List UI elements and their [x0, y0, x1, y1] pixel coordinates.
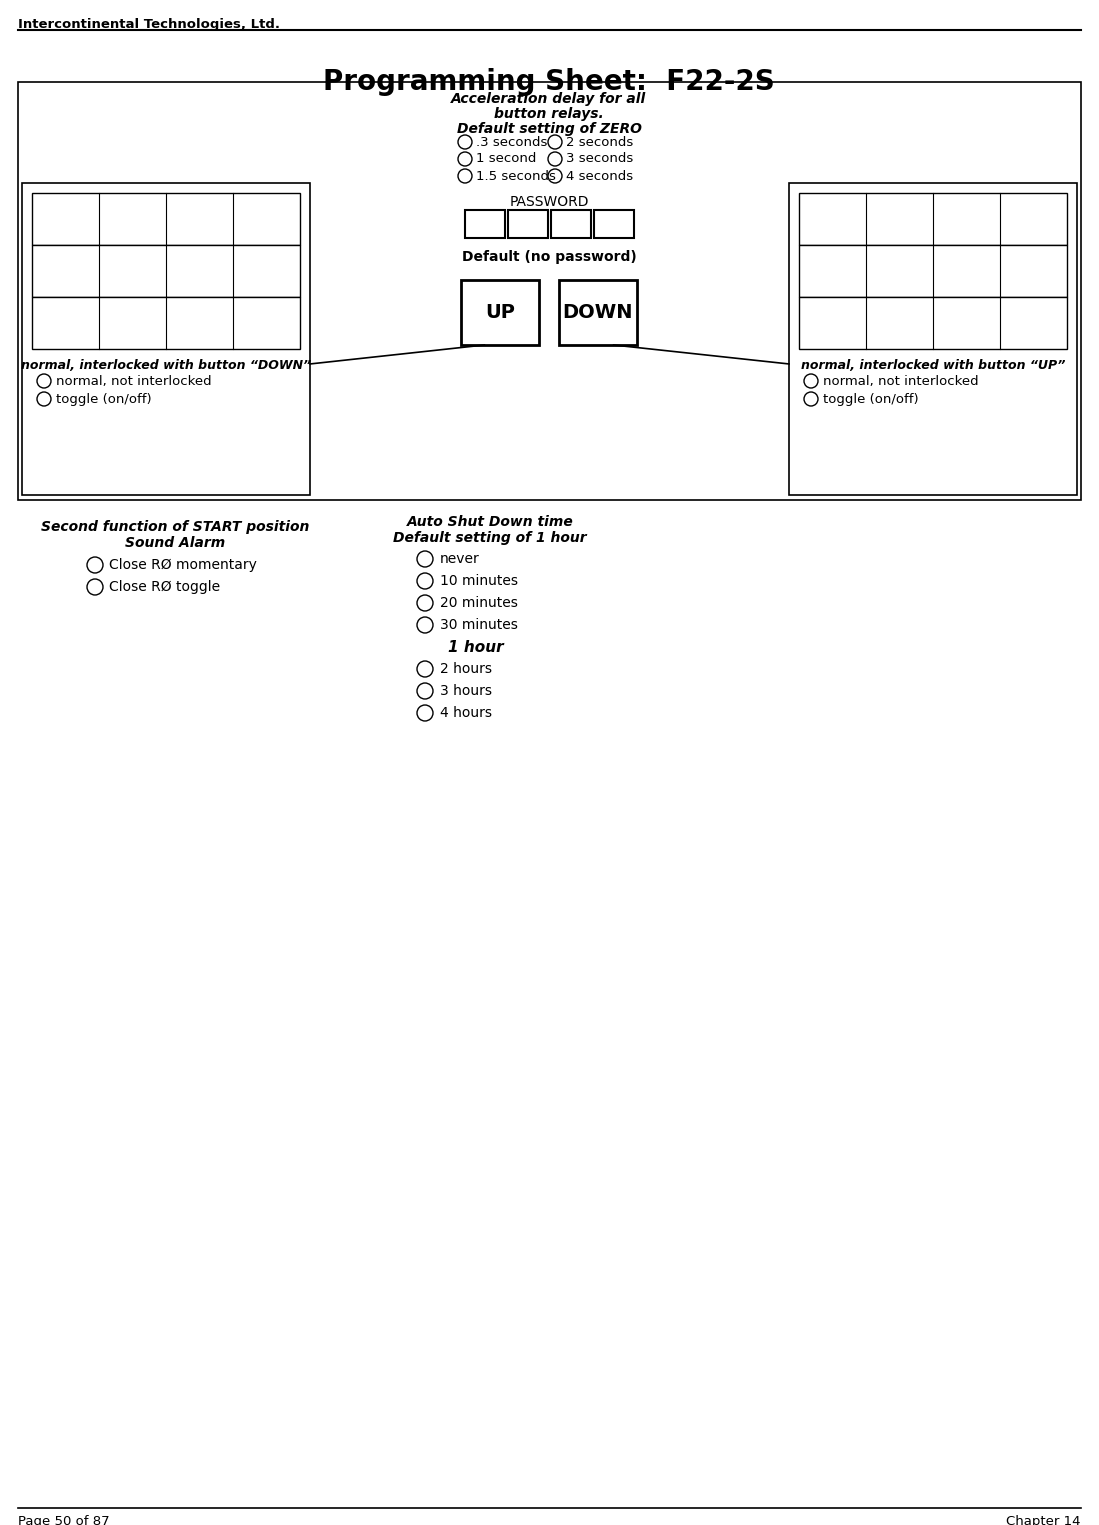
Bar [551, 210, 590, 238]
Text: 1 second: 1 second [476, 152, 536, 166]
Text: Auto Shut Down time: Auto Shut Down time [407, 515, 574, 529]
Circle shape [417, 683, 433, 698]
Text: 3 hours: 3 hours [440, 685, 492, 698]
Text: 1.5 seconds: 1.5 seconds [476, 169, 556, 183]
Bar [799, 194, 1067, 246]
Bar [789, 183, 1077, 496]
Text: 3 seconds: 3 seconds [566, 152, 633, 166]
Text: normal, not interlocked: normal, not interlocked [823, 375, 978, 387]
Text: DOWN: DOWN [563, 303, 633, 322]
Text: Acceleration delay for all: Acceleration delay for all [452, 92, 646, 107]
Text: Close RØ momentary: Close RØ momentary [109, 558, 257, 572]
Text: Chapter 14: Chapter 14 [1007, 1514, 1081, 1525]
Bar [508, 210, 547, 238]
Circle shape [417, 660, 433, 677]
Text: Programming Sheet:  F22-2S: Programming Sheet: F22-2S [323, 69, 775, 96]
Bar [559, 281, 637, 345]
Text: button relays.: button relays. [495, 107, 603, 120]
Text: 30 minutes: 30 minutes [440, 618, 518, 631]
Text: Sound Alarm: Sound Alarm [125, 535, 225, 551]
Text: Default setting of ZERO: Default setting of ZERO [456, 122, 642, 136]
Circle shape [458, 136, 471, 149]
Text: toggle (on/off): toggle (on/off) [823, 392, 919, 406]
Bar [799, 246, 1067, 297]
Text: 1 hour: 1 hour [448, 639, 503, 654]
Circle shape [548, 152, 562, 166]
Circle shape [548, 136, 562, 149]
Bar [18, 82, 1081, 500]
Text: normal, interlocked with button “DOWN”: normal, interlocked with button “DOWN” [21, 358, 311, 372]
Circle shape [37, 374, 51, 387]
Text: PASSWORD: PASSWORD [509, 195, 589, 209]
Text: Default setting of 1 hour: Default setting of 1 hour [393, 531, 587, 544]
Circle shape [87, 580, 103, 595]
Text: 10 minutes: 10 minutes [440, 573, 518, 589]
Text: .3 seconds: .3 seconds [476, 136, 547, 148]
Circle shape [37, 392, 51, 406]
Text: 2 seconds: 2 seconds [566, 136, 633, 148]
Text: UP: UP [485, 303, 515, 322]
Text: Page 50 of 87: Page 50 of 87 [18, 1514, 110, 1525]
Circle shape [417, 595, 433, 612]
Text: toggle (on/off): toggle (on/off) [56, 392, 152, 406]
Bar [460, 281, 539, 345]
Circle shape [804, 374, 818, 387]
Text: Second function of START position: Second function of START position [41, 520, 309, 534]
Text: Intercontinental Technologies, Ltd.: Intercontinental Technologies, Ltd. [18, 18, 280, 30]
Circle shape [417, 573, 433, 589]
Circle shape [804, 392, 818, 406]
Circle shape [417, 705, 433, 721]
Circle shape [458, 169, 471, 183]
Bar [22, 183, 310, 496]
Text: 4 seconds: 4 seconds [566, 169, 633, 183]
Text: 2 hours: 2 hours [440, 662, 492, 676]
Text: normal, interlocked with button “UP”: normal, interlocked with button “UP” [801, 358, 1065, 372]
Bar [799, 297, 1067, 349]
Circle shape [417, 551, 433, 567]
Circle shape [458, 152, 471, 166]
Circle shape [417, 618, 433, 633]
Bar [593, 210, 633, 238]
Text: Close RØ toggle: Close RØ toggle [109, 580, 220, 595]
Bar [32, 194, 300, 246]
Bar [32, 297, 300, 349]
Circle shape [87, 557, 103, 573]
Bar [465, 210, 504, 238]
Text: Default (no password): Default (no password) [462, 250, 636, 264]
Text: normal, not interlocked: normal, not interlocked [56, 375, 212, 387]
Text: 20 minutes: 20 minutes [440, 596, 518, 610]
Circle shape [548, 169, 562, 183]
Text: never: never [440, 552, 480, 566]
Bar [32, 246, 300, 297]
Text: 4 hours: 4 hours [440, 706, 492, 720]
